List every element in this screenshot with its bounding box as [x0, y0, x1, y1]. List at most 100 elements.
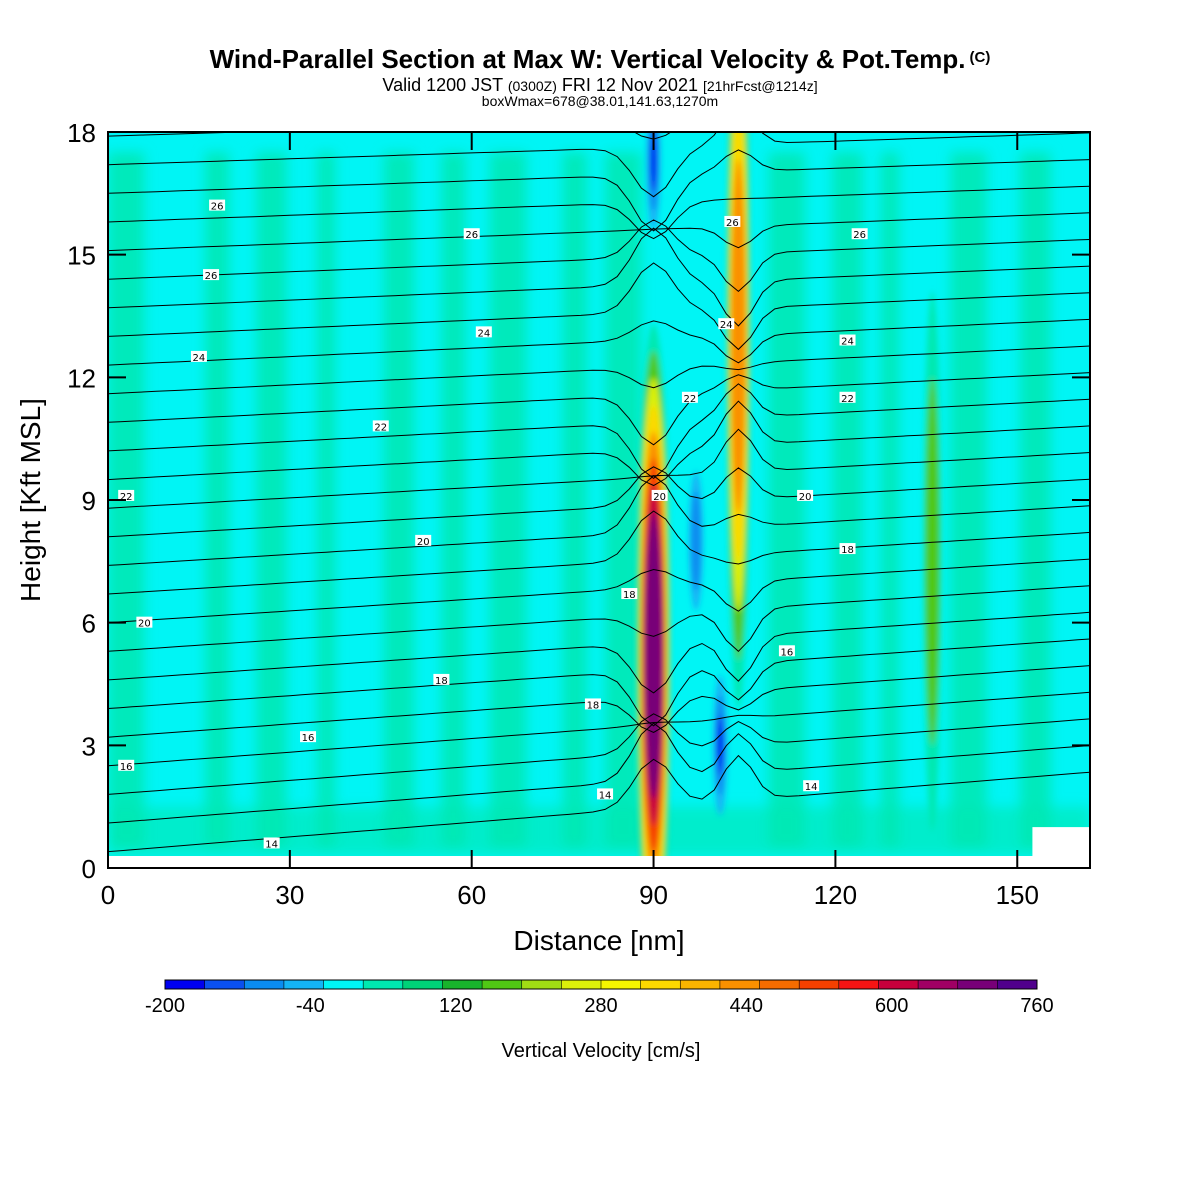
- contour-label: 26: [726, 218, 739, 229]
- theta-contours: [108, 132, 1090, 853]
- y-tick-label: 9: [82, 486, 96, 516]
- weak-updraft-band: [832, 152, 863, 848]
- contour-label: 18: [587, 700, 600, 711]
- y-tick-label: 18: [67, 118, 96, 148]
- contour-label-box: [415, 534, 432, 546]
- colorbar-swatch: [204, 980, 245, 989]
- colorbar-swatch: [402, 980, 443, 989]
- contour-label: 16: [120, 762, 133, 773]
- updraft-core: [925, 377, 940, 746]
- plot-area: 14 14 14 16 16 18 18 16 20 20 18 18 22 20 20 22 22 22 24 24…: [108, 132, 1090, 856]
- theta-contour-line: [108, 383, 1090, 480]
- valid-time-utc: (0300Z): [507, 78, 557, 94]
- contour-label-box: [621, 588, 638, 600]
- contour-label-box: [718, 318, 735, 330]
- theta-contour-line: [108, 558, 1090, 624]
- copyright-mark: (C): [969, 49, 991, 66]
- colorbar-tick-label: -40: [296, 995, 325, 1017]
- theta-contour-line: [108, 219, 1090, 293]
- theta-contour-line: [108, 428, 1090, 509]
- contour-label-box: [300, 731, 317, 743]
- y-tick-label: 15: [67, 241, 96, 271]
- x-tick-label: 60: [457, 880, 486, 910]
- colorbar-tick-label: 280: [584, 995, 617, 1017]
- theta-contour-line: [108, 227, 1090, 327]
- contour-label-box: [209, 199, 226, 211]
- theta-contour-line: [108, 185, 1090, 240]
- y-axis-label: Height [Kft MSL]: [15, 398, 46, 602]
- contour-label: 26: [465, 230, 478, 241]
- downdraft-core: [650, 132, 657, 191]
- contour-label: 24: [841, 337, 854, 348]
- colorbar-swatch: [918, 980, 959, 989]
- weak-updraft-band: [489, 152, 527, 848]
- valid-time-label: Valid 1200 JST: [382, 75, 503, 95]
- contour-label: 24: [720, 320, 733, 331]
- colorbar-swatch: [323, 980, 364, 989]
- contour-label-box: [681, 391, 698, 403]
- box-info: boxWmax=678@38.01,141.63,1270m: [481, 93, 719, 109]
- contour-label-box: [118, 489, 135, 501]
- contour-label: 18: [841, 545, 854, 556]
- contour-label-box: [839, 391, 856, 403]
- y-tick-label: 12: [67, 363, 96, 393]
- low-level-band: [108, 806, 1090, 856]
- theta-contour-line: [108, 372, 1090, 446]
- contour-label-box: [263, 837, 280, 849]
- x-tick-label: 90: [639, 880, 668, 910]
- weak-updraft-band: [880, 152, 900, 848]
- contour-label: 16: [302, 733, 315, 744]
- contour-label-box: [475, 326, 492, 338]
- valid-time: Valid 1200 JST (0300Z) FRI 12 Nov 2021 […: [0, 75, 1200, 96]
- colorbar-swatch: [838, 980, 879, 989]
- weak-updraft-band: [204, 152, 230, 848]
- contour-label-box: [651, 489, 668, 501]
- theta-contour-line: [108, 400, 1090, 487]
- theta-contour-line: [108, 638, 1090, 727]
- theta-contour-labels: 14 14 14 16 16 18 18 16 20 20 18 18 22 20 20 22 22 22 24 24…: [118, 199, 868, 850]
- theta-contour-line: [108, 149, 1090, 232]
- theta-contour-line: [108, 510, 1090, 595]
- theta-contour-line: [108, 722, 1090, 824]
- colorbar-swatch: [521, 980, 562, 989]
- colorbar-swatch: [165, 980, 206, 989]
- weak-updraft-band: [256, 152, 287, 848]
- contour-label-box: [778, 645, 795, 657]
- contour-label-box: [136, 616, 153, 628]
- contour-label: 20: [653, 492, 666, 503]
- colorbar-swatch: [759, 980, 800, 989]
- contour-label-box: [597, 788, 614, 800]
- theta-contour-line: [108, 318, 1090, 366]
- contour-label-box: [839, 334, 856, 346]
- contour-label-box: [372, 420, 389, 432]
- weak-updraft-band: [562, 152, 587, 848]
- contour-label-box: [797, 489, 814, 501]
- contour-label: 22: [841, 394, 854, 405]
- colorbar-label: Vertical Velocity [cm/s]: [502, 1040, 701, 1062]
- colorbar-tick-label: 120: [439, 995, 472, 1017]
- x-tick-label: 30: [275, 880, 304, 910]
- y-tick-label: 3: [82, 731, 96, 761]
- axes: 0 30 60 90 120 150 0 3 6 9 12 15 18 Distance [nm] Heig…: [15, 118, 1091, 956]
- terrain-block: [1032, 827, 1090, 856]
- updraft-core: [644, 512, 663, 799]
- theta-contour-line: [108, 585, 1090, 652]
- contour-label: 22: [120, 492, 133, 503]
- contour-label-box: [203, 269, 220, 281]
- chart-title-text: Wind-Parallel Section at Max W: Vertical…: [209, 44, 966, 74]
- theta-contour-line: [108, 132, 672, 140]
- colorbar: -200 -40 120 280 440 600 760 Vertical Velocity …: [145, 979, 1054, 1062]
- weak-updraft-band: [317, 152, 336, 848]
- colorbar-swatch: [997, 980, 1038, 989]
- y-tick-label: 0: [82, 854, 96, 884]
- contour-label: 22: [684, 394, 697, 405]
- colorbar-swatch: [283, 980, 325, 989]
- contour-label-box: [851, 228, 868, 240]
- downdraft-core: [690, 490, 701, 591]
- contour-label-box: [839, 543, 856, 555]
- contour-label: 24: [477, 328, 490, 339]
- contour-label-box: [190, 350, 207, 362]
- colorbar-swatch: [601, 980, 642, 989]
- contour-label: 26: [205, 271, 218, 282]
